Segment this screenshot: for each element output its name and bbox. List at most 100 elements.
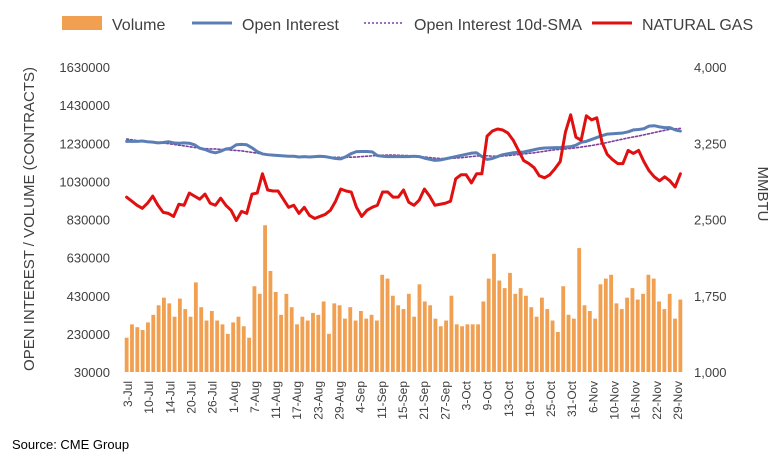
x-tick-label: 31-Oct bbox=[565, 380, 579, 417]
volume-bar bbox=[172, 316, 177, 372]
volume-bar bbox=[247, 337, 252, 372]
y-axis-right-label: MMBTU bbox=[754, 167, 771, 222]
volume-bar bbox=[662, 309, 667, 372]
volume-bar bbox=[593, 318, 598, 373]
y-right-tick-label: 1,000 bbox=[694, 365, 727, 380]
volume-bar bbox=[438, 326, 443, 372]
volume-bar bbox=[241, 326, 246, 372]
volume-bar bbox=[343, 318, 347, 373]
volume-bar bbox=[135, 327, 140, 372]
volume-bar bbox=[470, 324, 475, 372]
y-left-tick-label: 30000 bbox=[74, 365, 110, 380]
volume-bar bbox=[279, 314, 283, 372]
x-tick-label: 13-Oct bbox=[502, 380, 516, 417]
x-tick-label: 10-Jul bbox=[142, 381, 156, 414]
volume-bar bbox=[540, 297, 544, 372]
x-tick-label: 19-Oct bbox=[523, 380, 537, 417]
volume-bar bbox=[183, 309, 188, 372]
y-right-tick-label: 3,250 bbox=[694, 136, 727, 151]
volume-bar bbox=[252, 286, 257, 372]
volume-bar bbox=[209, 311, 214, 372]
x-tick-label: 26-Jul bbox=[206, 381, 220, 414]
volume-bar bbox=[577, 248, 582, 372]
x-tick-label: 11-Sep bbox=[375, 381, 389, 419]
volume-bar bbox=[162, 297, 166, 372]
volume-bar bbox=[348, 307, 353, 372]
x-tick-label: 11-Aug bbox=[269, 381, 283, 419]
volume-bar bbox=[412, 316, 417, 372]
volume-bar bbox=[428, 305, 433, 372]
volume-bar bbox=[327, 333, 331, 373]
y-axis-left-label: OPEN INTEREST / VOLUME (CONTRACTS) bbox=[21, 67, 38, 371]
x-tick-label: 17-Aug bbox=[290, 381, 304, 420]
source-note: Source: CME Group bbox=[12, 437, 130, 452]
y-left-tick-label: 230000 bbox=[67, 327, 110, 342]
volume-bar bbox=[300, 316, 305, 372]
volume-bar bbox=[369, 314, 374, 372]
volume-bar bbox=[582, 305, 587, 372]
volume-bar bbox=[508, 272, 512, 373]
x-tick-label: 10-Nov bbox=[608, 381, 622, 420]
volume-bar bbox=[204, 320, 209, 372]
x-tick-label: 6-Nov bbox=[586, 381, 600, 413]
volume-bar bbox=[513, 293, 518, 372]
volume-bar bbox=[396, 305, 401, 372]
x-tick-label: 3-Oct bbox=[460, 380, 474, 410]
volume-bar bbox=[571, 318, 576, 373]
volume-bar bbox=[614, 303, 619, 373]
volume-bar bbox=[215, 320, 220, 372]
volume-bar bbox=[497, 280, 502, 372]
volume-bar bbox=[422, 301, 427, 372]
volume-bar bbox=[316, 314, 321, 372]
y-left-tick-label: 1630000 bbox=[59, 60, 110, 75]
volume-bar bbox=[140, 330, 145, 372]
x-tick-label: 20-Jul bbox=[185, 381, 199, 414]
volume-bar bbox=[476, 324, 480, 372]
volume-bar bbox=[374, 320, 379, 372]
volume-bar bbox=[561, 286, 566, 372]
legend-label-sma: Open Interest 10d-SMA bbox=[414, 17, 582, 34]
volume-bar bbox=[603, 278, 608, 372]
volume-bar bbox=[465, 324, 470, 372]
volume-bar bbox=[641, 293, 645, 372]
x-axis-ticks: 3-Jul 10-Jul 14-Jul 20-Jul 26-Jul 1-Aug 7-Aug 1… bbox=[121, 380, 685, 419]
volume-bar bbox=[231, 322, 236, 372]
volume-bar bbox=[587, 311, 592, 372]
natural-gas-line bbox=[125, 113, 682, 223]
legend: Volume Open Interest Open Interest 10d-S… bbox=[62, 16, 753, 34]
legend-label-open-interest: Open Interest bbox=[242, 17, 340, 34]
volume-bar bbox=[678, 299, 683, 372]
volume-bar bbox=[167, 303, 172, 373]
volume-bar bbox=[236, 316, 241, 372]
y-left-tick-label: 430000 bbox=[67, 289, 110, 304]
volume-bar bbox=[625, 297, 630, 372]
volume-bar bbox=[385, 278, 390, 372]
volume-bar bbox=[433, 318, 438, 373]
x-tick-label: 4-Sep bbox=[354, 381, 368, 413]
volume-bar bbox=[534, 316, 539, 372]
volume-bar bbox=[619, 309, 624, 372]
volume-bar bbox=[444, 320, 448, 372]
y-left-tick-label: 830000 bbox=[67, 213, 110, 228]
x-tick-label: 16-Nov bbox=[629, 381, 643, 420]
y-axis-left-ticks: 30000 230000 430000 630000 830000 1030000 1230… bbox=[59, 60, 110, 380]
volume-bar bbox=[156, 305, 161, 372]
volume-bar bbox=[321, 301, 326, 372]
y-right-tick-label: 4,000 bbox=[694, 60, 727, 75]
volume-bar bbox=[364, 318, 369, 373]
volume-bar bbox=[225, 333, 230, 373]
x-tick-label: 25-Oct bbox=[544, 380, 558, 417]
volume-bar bbox=[311, 312, 315, 372]
volume-bar bbox=[268, 270, 273, 372]
volume-bar bbox=[332, 303, 337, 373]
volume-bar bbox=[337, 305, 342, 372]
volume-bar bbox=[657, 301, 661, 372]
volume-bar bbox=[401, 309, 406, 372]
y-axis-right-ticks: 1,000 1,750 2,500 3,250 4,000 bbox=[694, 60, 727, 380]
volume-bar bbox=[481, 301, 486, 372]
volume-bar bbox=[305, 320, 310, 372]
volume-bar bbox=[151, 314, 156, 372]
open-interest-line bbox=[125, 124, 682, 162]
volume-bar bbox=[673, 318, 677, 373]
